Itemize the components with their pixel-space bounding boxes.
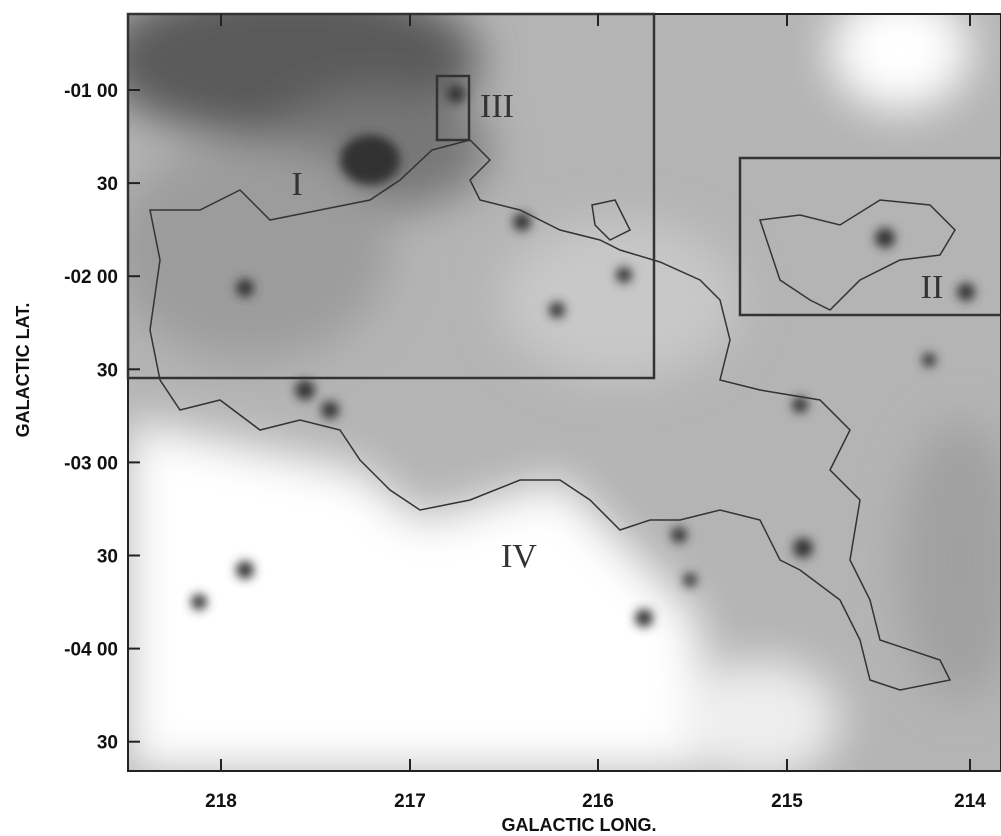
y-tick-label: 30 (97, 733, 118, 754)
region-label: III (480, 88, 514, 125)
x-tick-label: 217 (394, 791, 426, 812)
y-tick-label: 30 (97, 174, 118, 195)
sky-image (100, 0, 1001, 780)
x-axis-title: GALACTIC LONG. (502, 815, 657, 835)
region-label: I (291, 166, 302, 203)
y-tick-label: -02 00 (64, 267, 118, 288)
x-tick-label: 216 (582, 791, 614, 812)
y-tick-label: 30 (97, 547, 118, 568)
x-tick-label: 214 (954, 791, 986, 812)
region-label: IV (501, 538, 537, 575)
y-axis-title: GALACTIC LAT. (13, 303, 33, 438)
y-tick-label: -01 00 (64, 81, 118, 102)
region-label: II (921, 269, 944, 306)
x-tick-label: 215 (771, 791, 803, 812)
y-tick-label: 30 (97, 360, 118, 381)
y-tick-label: -03 00 (64, 453, 118, 474)
y-tick-label: -04 00 (64, 640, 118, 661)
x-tick-label: 218 (205, 791, 237, 812)
figure: GALACTIC LONG. GALACTIC LAT. 218 217 216 21… (0, 0, 1001, 836)
